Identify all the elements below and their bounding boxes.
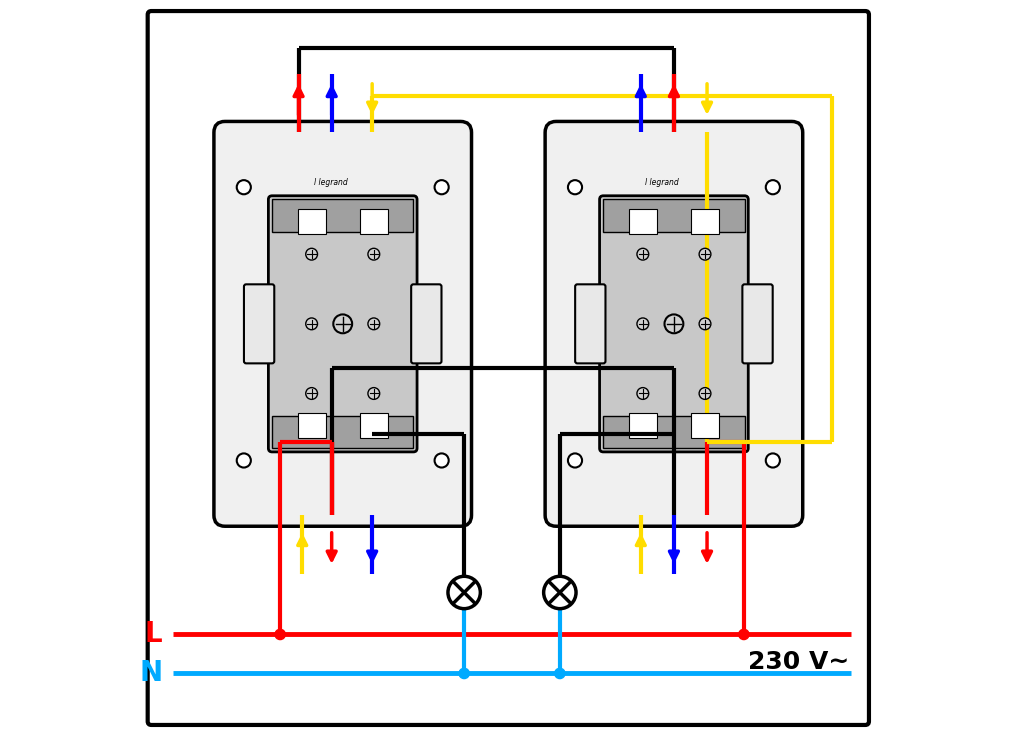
Circle shape — [699, 248, 711, 260]
Bar — [629, 414, 657, 438]
FancyBboxPatch shape — [575, 284, 605, 364]
Circle shape — [544, 576, 577, 609]
Circle shape — [665, 314, 683, 333]
Circle shape — [434, 453, 449, 467]
FancyBboxPatch shape — [412, 284, 441, 364]
FancyBboxPatch shape — [244, 284, 274, 364]
Circle shape — [333, 314, 352, 333]
Bar — [603, 416, 744, 448]
Bar — [691, 210, 719, 234]
Bar — [691, 414, 719, 438]
Circle shape — [699, 318, 711, 330]
FancyBboxPatch shape — [545, 121, 803, 526]
Circle shape — [568, 180, 582, 194]
Text: L: L — [144, 620, 163, 648]
Circle shape — [368, 318, 380, 330]
FancyBboxPatch shape — [600, 196, 749, 452]
Circle shape — [306, 388, 317, 400]
Circle shape — [237, 180, 251, 194]
Circle shape — [434, 180, 449, 194]
Circle shape — [459, 668, 469, 679]
FancyBboxPatch shape — [742, 284, 773, 364]
Bar — [272, 199, 414, 232]
Circle shape — [555, 668, 565, 679]
Bar — [603, 199, 744, 232]
Circle shape — [766, 453, 780, 467]
Circle shape — [237, 453, 251, 467]
Bar — [298, 414, 326, 438]
FancyBboxPatch shape — [268, 196, 417, 452]
Text: 230 V∼: 230 V∼ — [748, 651, 849, 674]
Circle shape — [568, 453, 582, 467]
Circle shape — [766, 180, 780, 194]
Text: l legrand: l legrand — [645, 177, 679, 187]
Circle shape — [699, 388, 711, 400]
Circle shape — [637, 318, 649, 330]
Bar — [359, 414, 388, 438]
Circle shape — [368, 388, 380, 400]
Bar — [359, 210, 388, 234]
Circle shape — [637, 248, 649, 260]
Circle shape — [447, 576, 480, 609]
Bar — [629, 210, 657, 234]
Circle shape — [637, 388, 649, 400]
Circle shape — [306, 248, 317, 260]
Text: l legrand: l legrand — [314, 177, 348, 187]
Circle shape — [738, 629, 749, 640]
Text: N: N — [139, 659, 163, 687]
FancyBboxPatch shape — [214, 121, 471, 526]
Circle shape — [275, 629, 286, 640]
Bar — [298, 210, 326, 234]
Circle shape — [368, 248, 380, 260]
Circle shape — [306, 318, 317, 330]
Bar — [272, 416, 414, 448]
